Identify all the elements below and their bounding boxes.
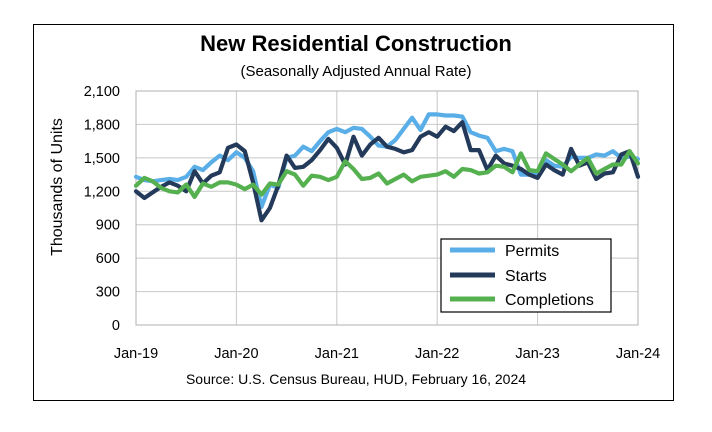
y-tick-label: 600 xyxy=(96,251,120,267)
chart-source: Source: U.S. Census Bureau, HUD, Februar… xyxy=(185,371,527,387)
series-lines xyxy=(133,112,641,223)
y-axis-label: Thousands of Units xyxy=(49,118,66,256)
legend-label-completions: Completions xyxy=(505,292,594,309)
y-tick-label: 2,100 xyxy=(84,84,120,100)
y-tick-label: 1,500 xyxy=(84,151,120,167)
legend-label-starts: Starts xyxy=(505,268,547,285)
y-axis-ticks: 0 300 600 900 1,200 1,500 1,800 2,100 xyxy=(84,84,120,334)
legend-label-permits: Permits xyxy=(505,243,559,260)
series-line-completions xyxy=(133,149,641,199)
series-line-starts xyxy=(133,120,641,223)
x-tick-label: Jan-20 xyxy=(214,346,258,362)
y-tick-label: 1,800 xyxy=(84,117,120,133)
y-tick-label: 1,200 xyxy=(84,184,120,200)
series-line-permits xyxy=(133,112,641,209)
x-tick-label: Jan-24 xyxy=(616,346,660,362)
x-tick-label: Jan-21 xyxy=(315,346,359,362)
x-tick-label: Jan-22 xyxy=(415,346,459,362)
x-tick-label: Jan-19 xyxy=(114,346,158,362)
y-tick-label: 900 xyxy=(96,218,120,234)
y-tick-label: 300 xyxy=(96,285,120,301)
plot-area xyxy=(135,90,639,326)
x-tick-label: Jan-23 xyxy=(515,346,559,362)
chart-title: New Residential Construction xyxy=(200,31,512,56)
y-tick-label: 0 xyxy=(112,318,120,334)
x-axis-ticks: Jan-19 Jan-20 Jan-21 Jan-22 Jan-23 Jan-24 xyxy=(114,346,660,362)
chart-frame xyxy=(33,24,674,401)
chart-subtitle: (Seasonally Adjusted Annual Rate) xyxy=(240,63,472,80)
legend: Permits Starts Completions xyxy=(440,238,612,313)
